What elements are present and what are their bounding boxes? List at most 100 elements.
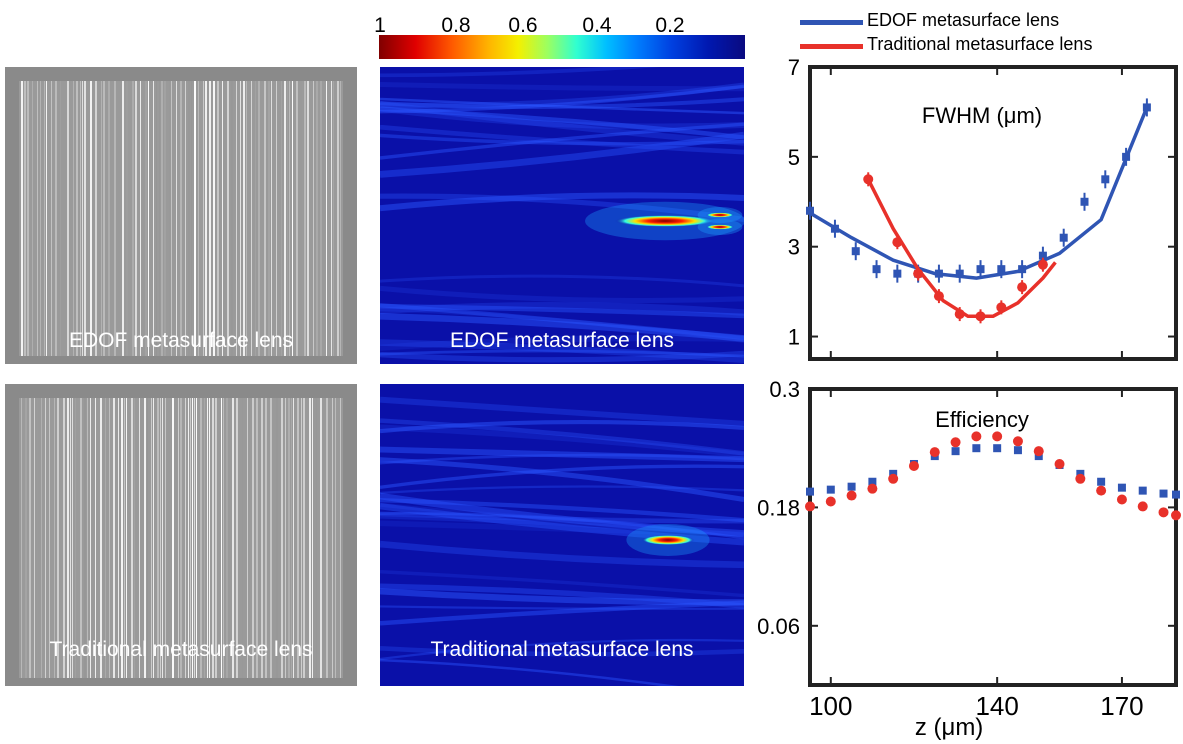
legend-swatch-traditional: [800, 44, 863, 49]
data-point-edof: [1013, 446, 1022, 455]
sem-ridge: [309, 398, 311, 678]
colorbar: 1 0.8 0.6 0.4 0.2: [374, 8, 745, 62]
sem-ridge: [156, 81, 157, 356]
sem-ridge: [340, 81, 341, 356]
sem-ridge: [105, 398, 106, 678]
sem-ridge: [135, 81, 137, 356]
data-point-traditional: [992, 431, 1003, 442]
sem-ridge: [326, 81, 327, 356]
sem-ridge: [34, 398, 35, 678]
sem-ridge: [304, 81, 306, 356]
sem-ridge: [180, 81, 182, 356]
sem-ridge: [332, 398, 333, 678]
field-streak: [380, 303, 744, 341]
data-point-traditional: [1054, 458, 1065, 469]
data-point-traditional: [929, 447, 940, 458]
sem-ridge: [63, 398, 65, 678]
x-tick-label: 140: [975, 691, 1018, 721]
sem-ridge: [171, 81, 172, 356]
sem-ridge: [51, 81, 52, 356]
sem-ridge: [287, 81, 288, 356]
sem-ridge: [40, 81, 41, 356]
sem-ridge: [70, 398, 71, 678]
sem-ridge: [264, 81, 266, 356]
focal-spot: [642, 535, 694, 545]
sem-ridge: [67, 398, 69, 678]
sem-ridge: [281, 398, 283, 678]
y-tick-label: 1: [788, 325, 800, 350]
sem-ridge: [44, 81, 45, 356]
field-streak: [380, 514, 744, 537]
colorbar-tick: 0.4: [582, 14, 612, 37]
sem-ridge: [281, 81, 282, 356]
field-streak: [380, 424, 744, 458]
data-point-edof: [868, 477, 877, 486]
data-point-edof: [1172, 490, 1180, 499]
sem-ridge: [25, 398, 27, 678]
data-point-traditional: [1116, 494, 1127, 505]
sem-ridge: [243, 81, 245, 356]
field-streak: [380, 97, 744, 115]
y-tick-label: 3: [788, 235, 800, 260]
data-point-traditional: [846, 490, 857, 501]
sem-ridge: [270, 398, 272, 678]
sem-ridge: [276, 81, 277, 356]
sem-ridge: [192, 398, 193, 678]
data-point-traditional: [888, 473, 899, 484]
data-point-traditional: [950, 437, 961, 448]
sem-ridge: [320, 81, 322, 356]
sem-ridge: [252, 398, 254, 678]
sem-ridge: [159, 81, 160, 356]
data-point-traditional: [1158, 507, 1169, 518]
sem-image-edof: EDOF metasurface lens: [5, 67, 357, 364]
sem-ridge: [57, 398, 59, 678]
sem-ridge: [222, 81, 223, 356]
sem-ridge: [261, 398, 263, 678]
colorbar-gradient: [379, 35, 745, 59]
field-streak: [380, 124, 744, 155]
sem-stripes-traditional: [19, 398, 343, 678]
data-point-edof: [826, 485, 835, 494]
data-point-edof: [1159, 489, 1168, 498]
data-point-traditional: [1075, 473, 1086, 484]
sem-ridge: [132, 81, 134, 356]
sem-ridge: [54, 398, 55, 678]
sem-ridge: [242, 398, 243, 678]
sem-stripes-edof: [19, 81, 343, 356]
field-streak: [380, 100, 744, 146]
sem-ridge: [217, 81, 219, 356]
field-streak: [380, 122, 744, 160]
field-streak: [380, 520, 744, 538]
field-streak: [380, 605, 744, 610]
sem-ridge: [331, 81, 332, 356]
data-point-traditional: [971, 431, 982, 442]
sem-ridge: [37, 398, 38, 678]
colorbar-tick: 0.2: [655, 14, 685, 37]
sem-ridge: [45, 398, 46, 678]
sem-ridge: [164, 81, 166, 356]
sem-ridge: [76, 81, 78, 356]
sem-traditional-label: Traditional metasurface lens: [49, 638, 313, 661]
data-point-edof: [1117, 483, 1126, 492]
sem-ridge: [90, 398, 91, 678]
sem-edof-label: EDOF metasurface lens: [68, 329, 294, 352]
field-streak: [380, 307, 744, 343]
field-map-edof: EDOF metasurface lens: [380, 67, 744, 364]
sem-ridge: [165, 398, 166, 678]
fit-line: [809, 106, 1149, 280]
sem-ridge: [46, 81, 47, 356]
x-tick-label: 170: [1100, 691, 1143, 721]
sem-ridge: [126, 81, 128, 356]
sem-ridge: [103, 81, 105, 356]
sem-ridge: [316, 398, 317, 678]
field-streak: [380, 67, 661, 78]
sem-ridge: [209, 81, 211, 356]
field-map-traditional: Traditional metasurface lens: [380, 384, 744, 686]
data-point-edof: [993, 444, 1002, 453]
field-streak: [380, 396, 744, 427]
sem-ridge: [247, 398, 248, 678]
sem-ridge: [191, 81, 192, 356]
sem-ridge: [126, 398, 127, 678]
sem-ridge: [144, 398, 146, 678]
